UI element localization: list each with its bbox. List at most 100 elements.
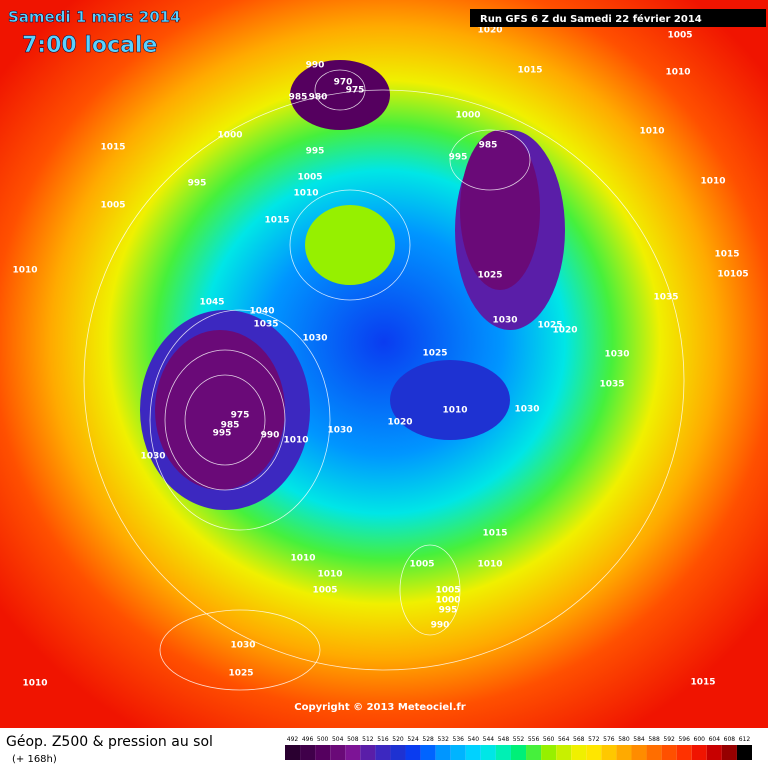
scale-label: 584 <box>633 736 645 743</box>
isobar-label: 1010 <box>283 436 308 446</box>
isobar-label: 1005 <box>312 586 337 596</box>
scale-label: 532 <box>437 736 449 743</box>
isobar-label: 1020 <box>552 326 577 336</box>
isobar-label: 1015 <box>517 66 542 76</box>
isobar-label: 1010 <box>22 679 47 689</box>
map-date: Samedi 1 mars 2014 <box>8 8 181 26</box>
scale-label: 536 <box>453 736 465 743</box>
map-time: 7:00 locale <box>22 33 157 58</box>
scale-label: 504 <box>332 736 344 743</box>
isobar-label: 1005 <box>409 560 434 570</box>
isobar-label: 1010 <box>293 189 318 199</box>
run-box <box>470 9 766 27</box>
scale-label: 492 <box>287 736 299 743</box>
isobar-label: 1010 <box>442 406 467 416</box>
isobar-label: 1020 <box>387 418 412 428</box>
scale-swatch <box>706 745 722 760</box>
isobar-label: 975 <box>346 86 365 96</box>
isobar-label: 1030 <box>492 316 517 326</box>
scale-label: 600 <box>694 736 706 743</box>
ridge-area <box>305 205 395 285</box>
scale-label: 612 <box>739 736 751 743</box>
color-scale: 492 496 500 504 508 512 516 520 524 528 532 536 540 5… <box>285 736 752 760</box>
legend-lead: (+ 168h) <box>12 754 57 765</box>
scale-swatch <box>691 745 707 760</box>
scale-swatch <box>556 745 572 760</box>
isobar-label: 1045 <box>199 298 224 308</box>
scale-label: 516 <box>377 736 389 743</box>
scale-label: 568 <box>573 736 585 743</box>
isobar-label: 1000 <box>217 131 242 141</box>
isobar-label: 1030 <box>514 405 539 415</box>
scale-swatch <box>375 745 391 760</box>
scale-swatch <box>420 745 436 760</box>
scale-swatch <box>510 745 527 760</box>
scale-swatch <box>571 745 587 760</box>
scale-label: 512 <box>362 736 374 743</box>
isobar-label: 980 <box>309 93 328 103</box>
isobar-label: 1005 <box>435 586 460 596</box>
isobar-label: 985 <box>221 421 240 431</box>
scale-label: 520 <box>392 736 404 743</box>
isobar-label: 1030 <box>302 334 327 344</box>
isobar-label: 1015 <box>714 250 739 260</box>
scale-swatch <box>330 745 346 760</box>
scale-label: 576 <box>603 736 615 743</box>
isobar-label: 10105 <box>717 270 748 280</box>
isobar-label: 1010 <box>639 127 664 137</box>
isobar-label: 1010 <box>700 177 725 187</box>
low-core <box>155 330 285 490</box>
scale-swatch <box>721 745 737 760</box>
isobar-label: 1005 <box>667 31 692 41</box>
isobar-label: 1035 <box>253 320 278 330</box>
isobar-label: 1015 <box>482 529 507 539</box>
isobar-label: 1000 <box>435 596 460 606</box>
scale-swatch <box>315 745 331 760</box>
scale-swatch <box>465 745 481 760</box>
scale-label: 580 <box>618 736 630 743</box>
isobar-label: 1025 <box>477 271 502 281</box>
scale-label: 528 <box>422 736 434 743</box>
scale-swatch <box>586 745 602 760</box>
isobar-label: 990 <box>306 61 325 71</box>
isobar-label: 1025 <box>228 669 253 679</box>
low-core <box>290 60 390 130</box>
isobar-label: 970 <box>334 78 353 88</box>
isobar-label: 1015 <box>264 216 289 226</box>
trough-area <box>390 360 510 440</box>
isobar-label: 1010 <box>12 266 37 276</box>
isobar-label: 1035 <box>653 293 678 303</box>
isobar-label: 1020 <box>477 26 502 36</box>
isobar-label: 1030 <box>140 452 165 462</box>
isobar-label: 1010 <box>665 68 690 78</box>
isobar-label: 990 <box>431 621 450 631</box>
isobar-label: 1015 <box>690 678 715 688</box>
scale-swatch <box>541 745 557 760</box>
scale-label: 508 <box>347 736 359 743</box>
scale-label: 572 <box>588 736 600 743</box>
isobar-label: 995 <box>306 147 325 157</box>
scale-swatch <box>616 745 632 760</box>
isobar-label: 995 <box>439 606 458 616</box>
scale-label: 592 <box>663 736 675 743</box>
isobar-label: 1035 <box>599 380 624 390</box>
scale-label: 588 <box>648 736 660 743</box>
scale-label: 540 <box>468 736 480 743</box>
scale-swatch <box>360 745 376 760</box>
scale-label: 500 <box>317 736 329 743</box>
scale-label: 496 <box>302 736 314 743</box>
scale-label: 596 <box>678 736 690 743</box>
scale-swatch <box>631 745 647 760</box>
isobar-label: 1030 <box>230 641 255 651</box>
scale-label: 556 <box>528 736 540 743</box>
low-core <box>460 130 540 290</box>
isobar-label: 1025 <box>422 349 447 359</box>
isobar-label: 995 <box>188 179 207 189</box>
legend-title: Géop. Z500 & pression au sol <box>6 734 213 750</box>
scale-swatch <box>661 745 677 760</box>
scale-label: 560 <box>543 736 555 743</box>
scale-swatch <box>405 745 421 760</box>
isobar-label: 1000 <box>455 111 480 121</box>
